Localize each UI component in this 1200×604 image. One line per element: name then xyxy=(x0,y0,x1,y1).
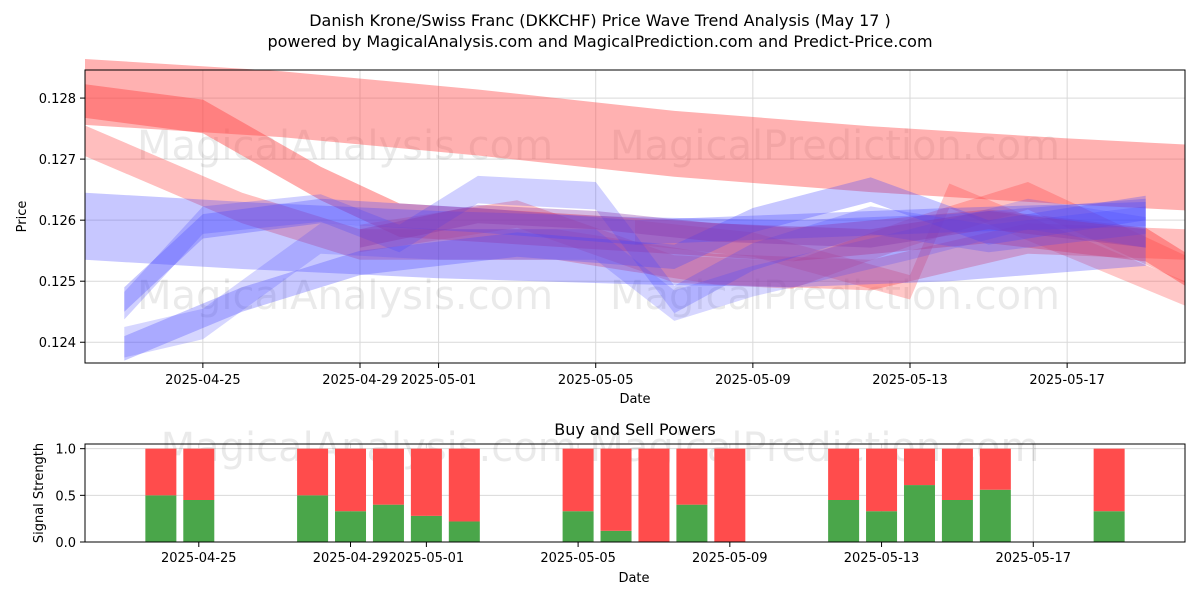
signal-x-tick-label: 2025-05-09 xyxy=(692,551,768,566)
sell-bar xyxy=(1093,448,1125,512)
watermark-text: MagicalPrediction.com xyxy=(610,123,1060,169)
y-axis-label: Price xyxy=(15,201,30,233)
sell-bar xyxy=(410,448,442,516)
sell-bar xyxy=(979,448,1011,490)
buy-bar xyxy=(448,521,480,542)
trend-band-blue xyxy=(124,175,1146,320)
signal-y-tick-label: 0.5 xyxy=(55,489,76,504)
watermark-text: MagicalAnalysis.com xyxy=(137,273,553,319)
trend-band-blue xyxy=(124,198,1146,312)
buy-bar xyxy=(941,500,973,542)
signal-plot-frame xyxy=(84,443,1186,543)
x-tick-label: 2025-04-25 xyxy=(165,373,241,388)
price-panel: MagicalAnalysis.com MagicalPrediction.com… xyxy=(15,59,1186,407)
chart-title: Danish Krone/Swiss Franc (DKKCHF) Price … xyxy=(309,11,891,30)
chart-subtitle: powered by MagicalAnalysis.com and Magic… xyxy=(267,32,932,51)
sell-bar xyxy=(600,448,632,531)
sell-bar xyxy=(372,448,404,505)
y-tick-label: 0.126 xyxy=(39,214,76,229)
signal-x-tick-label: 2025-04-29 xyxy=(313,551,389,566)
sell-bar xyxy=(562,448,594,512)
buy-bar xyxy=(297,495,329,542)
trend-band-blue xyxy=(85,192,1146,288)
trend-band-blue xyxy=(124,198,1146,358)
sell-bar xyxy=(903,448,935,486)
trend-band-red xyxy=(85,84,1185,286)
sell-bar xyxy=(941,448,973,500)
sell-bar xyxy=(183,448,215,500)
x-tick-label: 2025-04-29 xyxy=(322,373,398,388)
sell-bar xyxy=(866,448,898,512)
sell-bar xyxy=(335,448,367,512)
x-tick-label: 2025-05-01 xyxy=(401,373,477,388)
buy-bar xyxy=(600,530,632,542)
y-tick-label: 0.127 xyxy=(39,153,76,168)
signal-x-axis-label: Date xyxy=(618,571,649,586)
buy-bar xyxy=(828,500,860,542)
sell-bar xyxy=(638,448,670,542)
sell-bar xyxy=(297,448,329,496)
plot-frame xyxy=(84,69,1186,364)
x-tick-label: 2025-05-09 xyxy=(715,373,791,388)
y-tick-label: 0.128 xyxy=(39,92,76,107)
buy-bar xyxy=(979,489,1011,542)
signal-x-tick-label: 2025-05-17 xyxy=(995,551,1071,566)
trend-band-blue xyxy=(124,177,1146,361)
y-tick-label: 0.125 xyxy=(39,275,76,290)
y-tick-label: 0.124 xyxy=(39,336,76,351)
signal-chart-title: Buy and Sell Powers xyxy=(554,420,716,439)
signal-y-axis-label: Signal Strength xyxy=(32,443,47,543)
buy-bar xyxy=(410,515,442,542)
sell-bar xyxy=(448,448,480,522)
buy-bar xyxy=(372,504,404,542)
signal-x-tick-label: 2025-05-01 xyxy=(389,551,465,566)
watermark-text: MagicalAnalysis.com xyxy=(137,123,553,169)
trend-band-red xyxy=(635,183,1185,306)
signal-x-tick-label: 2025-05-05 xyxy=(540,551,616,566)
buy-bar xyxy=(562,511,594,542)
x-tick-label: 2025-05-13 xyxy=(872,373,948,388)
buy-bar xyxy=(676,504,708,542)
x-tick-label: 2025-05-17 xyxy=(1029,373,1105,388)
trend-band-red xyxy=(360,182,1185,289)
sell-bar xyxy=(714,448,746,542)
signal-x-tick-label: 2025-04-25 xyxy=(161,551,237,566)
buy-bar xyxy=(335,511,367,542)
signal-y-tick-label: 0.0 xyxy=(55,536,76,551)
sell-bar xyxy=(145,448,177,496)
buy-bar xyxy=(866,511,898,542)
sell-bar xyxy=(676,448,708,505)
buy-bar xyxy=(903,485,935,542)
trend-band-red xyxy=(85,125,1185,291)
x-tick-label: 2025-05-05 xyxy=(558,373,634,388)
signal-x-tick-label: 2025-05-13 xyxy=(844,551,920,566)
buy-bar xyxy=(1093,511,1125,542)
signal-y-tick-label: 1.0 xyxy=(55,443,76,458)
trend-band-purple xyxy=(360,204,1146,248)
buy-bar xyxy=(183,500,215,542)
sell-bar xyxy=(828,448,860,500)
watermark-text: MagicalPrediction.com xyxy=(610,273,1060,319)
trend-band-red xyxy=(85,59,1185,211)
buy-bar xyxy=(145,495,177,542)
x-axis-label: Date xyxy=(619,392,650,407)
plot-area xyxy=(85,70,1185,363)
